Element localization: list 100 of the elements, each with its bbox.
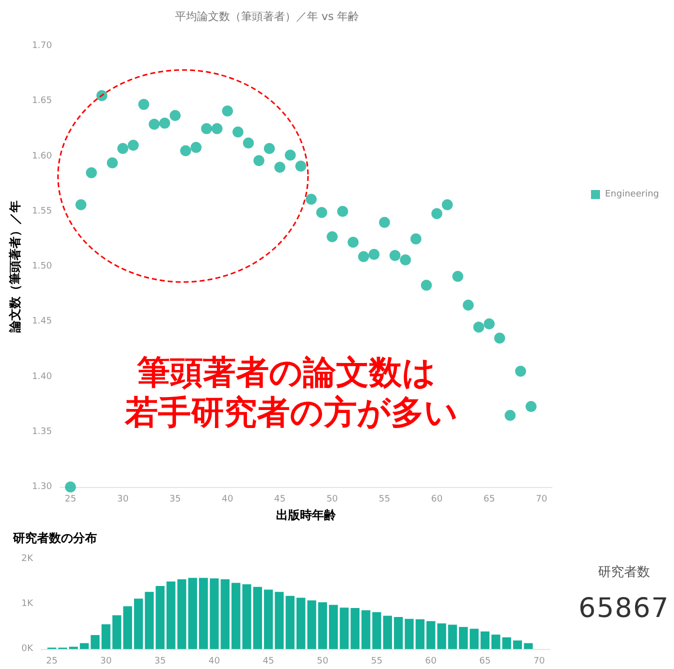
- x-tick-label: 45: [262, 656, 274, 666]
- text: 研究者数: [597, 564, 651, 581]
- point: [410, 233, 422, 244]
- y-axis-title: 論文数（筆頭著者）／年: [8, 200, 22, 334]
- bar: [394, 617, 403, 649]
- bar: [416, 619, 424, 649]
- point: [326, 231, 338, 242]
- x-tick-label: 70: [533, 656, 546, 666]
- x-tick-label: 30: [117, 494, 129, 504]
- bar: [318, 602, 328, 649]
- point: [462, 300, 474, 311]
- annotation: 筆頭著者の論文数は: [136, 352, 436, 392]
- chart-title: 平均論文数（筆頭著者）／年 vs 年齢: [175, 10, 360, 23]
- point: [96, 90, 108, 102]
- bar: [448, 624, 457, 649]
- point: [222, 106, 233, 117]
- point: [473, 322, 484, 333]
- point: [201, 123, 212, 134]
- bar: [188, 578, 198, 649]
- y-tick-label: 1.60: [32, 151, 52, 162]
- bar: [274, 592, 284, 649]
- point: [316, 206, 328, 218]
- point: [504, 410, 516, 421]
- bar: [296, 598, 306, 649]
- point: [358, 251, 370, 262]
- point: [284, 150, 296, 161]
- point: [526, 401, 537, 412]
- point: [253, 155, 264, 166]
- x-tick-label: 40: [222, 494, 234, 504]
- bar: [220, 579, 230, 649]
- y-tick-label: 1.55: [32, 206, 52, 216]
- bar: [210, 578, 219, 649]
- point: [138, 98, 150, 110]
- x-tick-label: 40: [208, 656, 220, 666]
- x-tick-label: 65: [479, 656, 491, 666]
- x-tick-label: 50: [326, 494, 338, 504]
- point: [159, 118, 170, 129]
- bar: [524, 643, 533, 649]
- point: [264, 143, 275, 154]
- point: [389, 250, 400, 261]
- bar: [372, 612, 382, 649]
- x-tick-label: 60: [425, 656, 437, 666]
- y-tick-label: 1.50: [32, 262, 52, 272]
- point: [400, 254, 411, 266]
- x-tick-label: 55: [370, 656, 382, 666]
- bar: [513, 640, 522, 649]
- point: [242, 138, 254, 149]
- point: [368, 248, 380, 260]
- chart-title: 研究者数の分布: [12, 531, 97, 545]
- point: [180, 145, 192, 156]
- bar: [340, 608, 349, 649]
- point: [86, 167, 97, 178]
- point: [515, 366, 526, 377]
- y-tick-label: 1.35: [32, 426, 52, 437]
- y-tick-label: 1K: [21, 599, 34, 609]
- y-tick-label: 0K: [21, 644, 34, 654]
- point: [337, 206, 348, 217]
- bar: [470, 628, 479, 649]
- y-tick-label: 2K: [21, 554, 34, 564]
- y-tick-label: 1.45: [32, 316, 52, 327]
- point: [295, 160, 306, 172]
- bar: [286, 596, 295, 649]
- point: [420, 280, 432, 291]
- point: [232, 126, 244, 138]
- bar: [264, 590, 273, 649]
- point: [190, 142, 202, 153]
- bar: [307, 600, 316, 649]
- x-tick-label: 25: [64, 494, 76, 504]
- point: [75, 199, 86, 210]
- text: 65867: [578, 593, 670, 624]
- point: [128, 140, 139, 151]
- bar: [426, 621, 436, 649]
- point: [212, 123, 223, 134]
- bar: [166, 582, 176, 649]
- bar: [242, 584, 252, 649]
- bar: [177, 579, 186, 649]
- x-tick-label: 50: [316, 656, 329, 666]
- x-tick-label: 25: [46, 656, 58, 666]
- x-axis-title: 出版時年齢: [276, 508, 337, 522]
- bar: [123, 606, 132, 649]
- x-tick-label: 45: [274, 494, 286, 504]
- annotation: 若手研究者の方が多い: [124, 392, 458, 432]
- bar: [112, 615, 122, 649]
- point: [452, 270, 464, 282]
- point: [106, 157, 118, 168]
- x-tick-label: 35: [169, 494, 181, 504]
- point: [442, 199, 453, 210]
- y-tick-label: 1.65: [32, 96, 52, 106]
- bar: [134, 598, 143, 649]
- bar: [437, 623, 446, 649]
- point: [274, 162, 286, 173]
- bar: [404, 618, 414, 649]
- legend-label: Engineering: [605, 190, 659, 200]
- bar: [144, 592, 154, 649]
- bar: [102, 624, 110, 649]
- point: [379, 216, 390, 228]
- x-tick-label: 55: [378, 494, 390, 504]
- y-tick-label: 1.70: [32, 41, 52, 51]
- bar: [253, 586, 262, 649]
- point: [431, 208, 442, 220]
